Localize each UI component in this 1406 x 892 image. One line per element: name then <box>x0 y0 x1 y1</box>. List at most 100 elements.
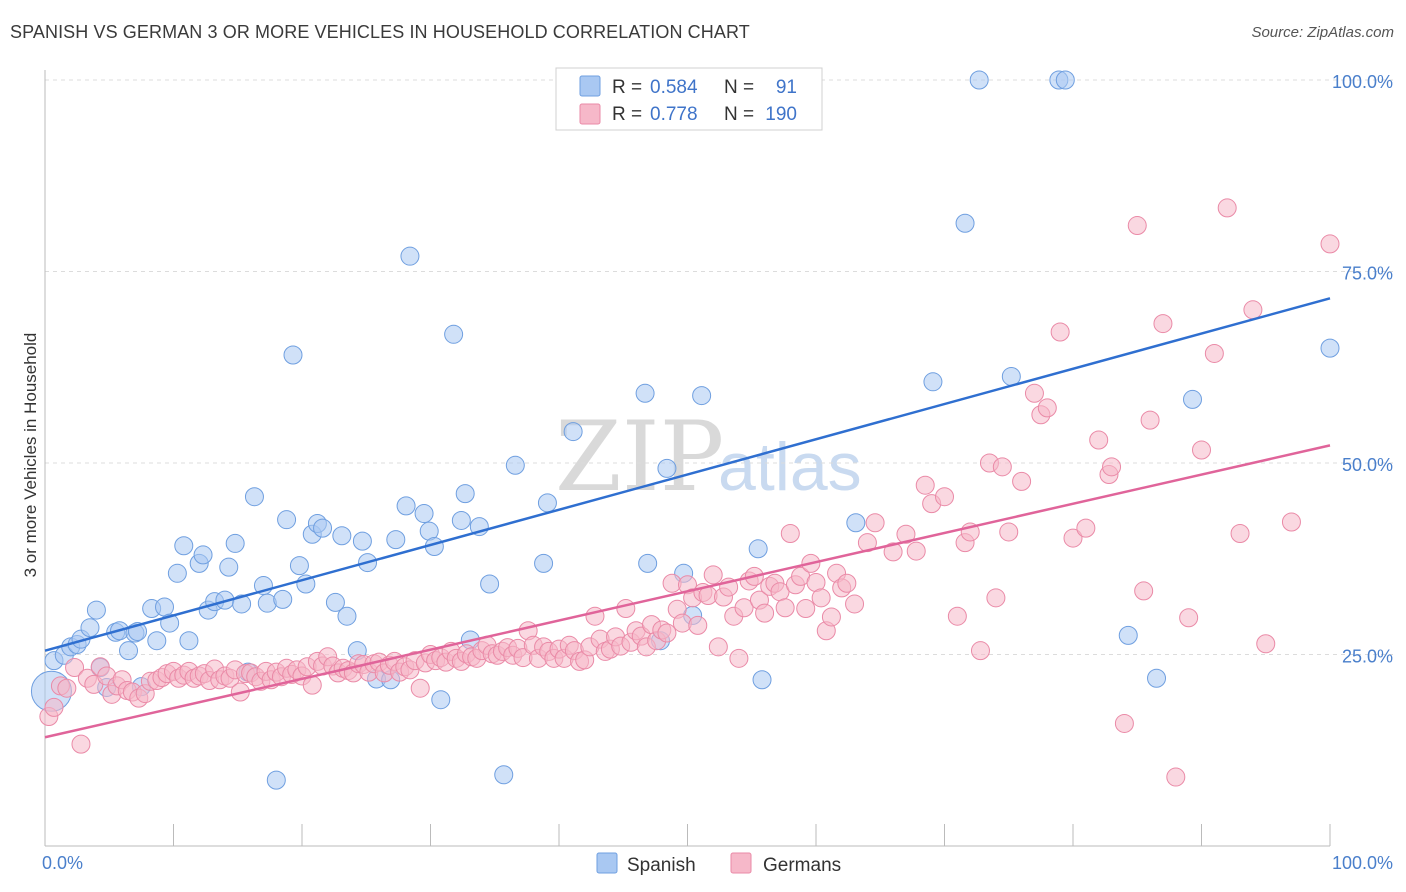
source-attribution: Source: ZipAtlas.com <box>1251 24 1394 41</box>
point-spanish-76 <box>692 386 712 406</box>
watermark-atlas: atlas <box>718 429 862 505</box>
point-germans-192 <box>1256 634 1276 654</box>
point-germans-123 <box>688 615 708 635</box>
point-germans-181 <box>1127 216 1147 236</box>
point-spanish-48 <box>352 531 372 551</box>
bottom-legend-label-spanish: Spanish <box>627 855 696 876</box>
bottom-legend-swatch-germans <box>730 852 752 874</box>
point-germans-161 <box>935 487 954 507</box>
point-spanish-6 <box>80 618 100 638</box>
point-spanish-90 <box>1183 389 1203 409</box>
legend-swatch-germans <box>579 103 601 125</box>
point-germans-131 <box>729 648 749 668</box>
point-spanish-35 <box>266 770 286 790</box>
point-germans-179 <box>1102 457 1122 477</box>
point-germans-167 <box>986 588 1006 608</box>
point-spanish-87 <box>1055 70 1075 90</box>
point-germans-69 <box>410 678 430 698</box>
point-germans-188 <box>1204 343 1224 363</box>
point-germans-155 <box>865 513 885 533</box>
point-germans-180 <box>1114 713 1134 733</box>
legend: R = 0.584 N = 91 R = 0.778 N = 190 <box>555 67 823 131</box>
point-germans-126 <box>703 565 723 585</box>
point-spanish-61 <box>455 484 475 504</box>
trendline-spanish <box>44 297 1331 652</box>
point-germans-168 <box>992 457 1012 477</box>
series-germans-points <box>39 198 1340 787</box>
point-germans-182 <box>1134 581 1154 601</box>
legend-n-value-spanish: 91 <box>776 77 797 98</box>
point-spanish-69 <box>563 422 583 442</box>
point-spanish-29 <box>225 533 245 553</box>
point-spanish-88 <box>1118 625 1138 645</box>
point-germans-171 <box>1024 383 1044 403</box>
point-spanish-55 <box>414 504 434 524</box>
x-tick-label-100: 100.0% <box>1332 853 1393 873</box>
point-spanish-59 <box>444 324 464 344</box>
point-spanish-81 <box>846 513 866 533</box>
point-germans-187 <box>1192 440 1211 460</box>
point-spanish-32 <box>244 487 264 507</box>
y-tick-label-50: 50.0% <box>1342 455 1393 475</box>
point-spanish-91 <box>1320 338 1340 358</box>
point-germans-169 <box>999 522 1019 542</box>
point-germans-165 <box>970 641 990 661</box>
point-germans-173 <box>1037 398 1057 418</box>
point-spanish-70 <box>635 383 655 403</box>
point-spanish-68 <box>537 493 557 513</box>
point-germans-189 <box>1217 198 1237 218</box>
y-tick-label-100: 100.0% <box>1332 72 1393 92</box>
point-germans-1 <box>44 697 64 717</box>
bottom-legend-swatch-spanish <box>596 852 618 874</box>
point-germans-149 <box>821 607 841 627</box>
point-germans-177 <box>1089 430 1109 450</box>
point-germans-132 <box>734 598 754 618</box>
y-tick-label-75: 75.0% <box>1342 264 1393 284</box>
point-germans-184 <box>1153 314 1173 334</box>
bottom-legend-label-germans: Germans <box>763 855 841 876</box>
chart-title: SPANISH VS GERMAN 3 OR MORE VEHICLES IN … <box>10 22 750 42</box>
point-germans-158 <box>906 541 926 561</box>
legend-r-value-spanish: 0.584 <box>650 77 698 98</box>
point-germans-174 <box>1050 322 1070 342</box>
point-spanish-38 <box>283 345 303 365</box>
point-spanish-37 <box>277 510 297 530</box>
point-spanish-73 <box>657 458 677 478</box>
point-germans-152 <box>837 573 857 593</box>
point-spanish-53 <box>396 496 416 516</box>
point-germans-193 <box>1281 512 1301 532</box>
point-spanish-43 <box>313 518 333 538</box>
point-spanish-39 <box>289 556 309 576</box>
point-germans-3 <box>57 678 77 698</box>
point-spanish-60 <box>451 510 471 530</box>
point-germans-194 <box>1320 234 1340 254</box>
point-spanish-18 <box>155 597 175 617</box>
point-spanish-52 <box>386 530 406 550</box>
point-spanish-44 <box>325 592 345 612</box>
point-germans-4 <box>65 658 85 678</box>
point-germans-176 <box>1076 518 1096 538</box>
point-spanish-67 <box>534 553 554 573</box>
point-germans-170 <box>1012 471 1032 491</box>
point-spanish-58 <box>431 690 451 710</box>
point-spanish-46 <box>337 606 357 626</box>
watermark: ZIP atlas <box>555 401 862 513</box>
point-germans-136 <box>755 603 775 623</box>
point-germans-117 <box>657 623 677 643</box>
point-germans-183 <box>1140 410 1160 430</box>
point-spanish-82 <box>923 372 943 392</box>
point-germans-186 <box>1179 608 1199 628</box>
point-germans-5 <box>71 734 91 754</box>
point-spanish-30 <box>232 594 252 614</box>
point-spanish-66 <box>505 455 525 475</box>
point-germans-109 <box>616 599 636 619</box>
bottom-legend: Spanish Germans <box>596 852 841 876</box>
point-germans-191 <box>1243 300 1263 320</box>
point-spanish-78 <box>752 670 772 690</box>
x-tick-label-0: 0.0% <box>42 853 83 873</box>
point-spanish-24 <box>193 545 213 565</box>
point-spanish-17 <box>147 631 167 651</box>
series-spanish-points <box>30 70 1340 790</box>
point-spanish-45 <box>332 526 352 546</box>
